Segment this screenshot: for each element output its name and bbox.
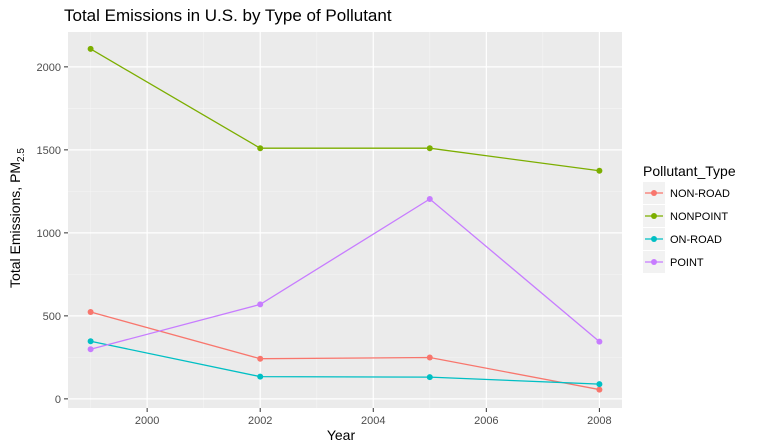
legend-point-point (651, 259, 657, 265)
legend-point-on-road (651, 236, 657, 242)
legend-label-on-road: ON-ROAD (670, 234, 722, 246)
x-axis-ticks: 2000 2002 2004 2006 2008 (135, 408, 612, 427)
data-point-point (257, 301, 264, 308)
data-point-on-road (426, 374, 433, 381)
plot-panel (68, 32, 622, 408)
data-point-nonpoint (87, 45, 94, 52)
data-point-nonpoint (596, 167, 603, 174)
data-point-point (426, 196, 433, 203)
legend-title: Pollutant_Type (643, 163, 736, 179)
y-axis-title-subscript: 2.5 (16, 148, 27, 162)
y-tick-label: 500 (43, 311, 61, 323)
legend-point-nonpoint (651, 213, 657, 219)
chart-title: Total Emissions in U.S. by Type of Pollu… (64, 6, 392, 25)
series-line-on-road (90, 340, 600, 385)
legend-label-non-road: NON-ROAD (670, 188, 730, 200)
y-tick-label: 2000 (37, 62, 61, 74)
gridlines (68, 32, 622, 408)
data-point-nonpoint (257, 145, 264, 152)
series-line-point (90, 198, 600, 350)
data-point-on-road (257, 373, 264, 380)
legend: Pollutant_Type NON-ROAD NONPOINT ON-ROAD PO… (643, 163, 736, 273)
data-point-on-road (87, 338, 94, 345)
y-tick-label: 1500 (37, 145, 61, 157)
series-lines (90, 48, 600, 391)
series-line-non-road (90, 311, 600, 391)
data-point-point (596, 338, 603, 345)
data-point-nonpoint (426, 145, 433, 152)
data-point-non-road (596, 386, 603, 393)
data-point-non-road (257, 355, 264, 362)
data-point-point (87, 346, 94, 353)
series-points (87, 45, 603, 393)
y-axis-ticks: 0 500 1000 1500 2000 (37, 62, 68, 406)
x-tick-label: 2006 (474, 415, 498, 427)
data-point-non-road (87, 309, 94, 316)
data-point-non-road (426, 354, 433, 361)
x-axis-title: Year (327, 427, 356, 443)
data-point-on-road (596, 381, 603, 388)
x-tick-label: 2002 (248, 415, 272, 427)
legend-label-nonpoint: NONPOINT (670, 211, 728, 223)
legend-point-non-road (651, 190, 657, 196)
y-tick-label: 1000 (37, 228, 61, 240)
y-axis-title-main: Total Emissions, PM (7, 162, 23, 288)
y-tick-label: 0 (55, 394, 61, 406)
y-axis-title: Total Emissions, PM2.5 (7, 148, 27, 288)
x-tick-label: 2000 (135, 415, 159, 427)
legend-label-point: POINT (670, 257, 704, 269)
x-tick-label: 2008 (587, 415, 611, 427)
series-line-nonpoint (90, 48, 600, 172)
x-tick-label: 2004 (361, 415, 385, 427)
